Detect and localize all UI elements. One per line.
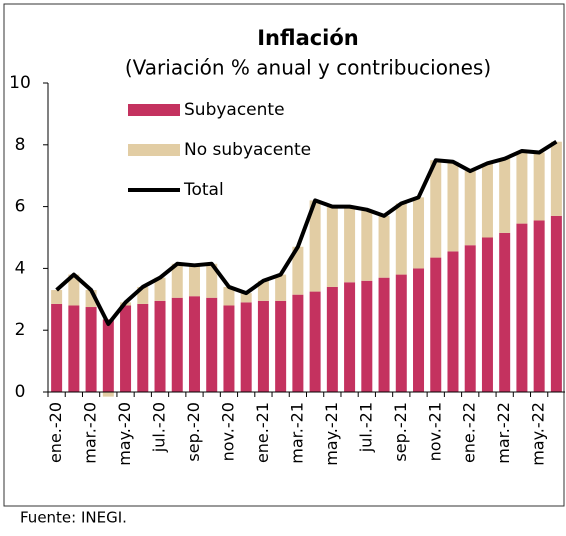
bar [171,297,183,392]
bar [361,280,373,392]
x-tick-label: jul.-21 [356,402,375,453]
bar [223,305,235,392]
bar [102,319,114,392]
legend-label: Subyacente [184,100,285,120]
bar [395,274,407,392]
x-tick-label: ene.-21 [253,402,272,463]
x-tick-label: mar.-21 [287,402,306,464]
bar [137,303,149,392]
y-tick-label: 6 [15,197,26,217]
bar [188,265,200,297]
bar [430,257,442,392]
bar [171,263,183,298]
bar [447,251,459,392]
bar [361,209,373,281]
bar [206,263,218,298]
y-tick-label: 0 [15,382,26,402]
bar [240,293,252,303]
bar [550,141,562,216]
bar [223,286,235,306]
y-tick-label: 2 [15,320,26,340]
bar [188,296,200,392]
bar [51,290,63,304]
bar [464,171,476,246]
bar [120,305,132,392]
y-tick-label: 10 [9,73,31,93]
bar [344,206,356,283]
x-tick-label: may.-22 [529,402,548,466]
bar [481,163,493,238]
x-tick-label: nov.-20 [218,402,237,461]
legend-label: No subyacente [184,140,311,160]
bar [481,237,493,392]
bar [85,307,97,392]
bar [154,277,166,301]
legend-swatch [128,144,180,156]
bar [326,286,338,392]
bar [413,197,425,269]
x-tick-label: ene.-22 [460,402,479,463]
bar [154,300,166,392]
x-tick-label: may.-21 [322,402,341,466]
bar [206,297,218,392]
bar [533,152,545,221]
bar [137,286,149,304]
bar [378,277,390,392]
bar [68,305,80,392]
legend-label: Total [183,180,224,200]
bar [395,203,407,275]
x-tick-label: jul.-20 [150,402,169,453]
bar [533,220,545,392]
bar [516,150,528,224]
bar [378,215,390,278]
bar [464,245,476,392]
bar [292,246,304,295]
bar [257,300,269,392]
bar [326,206,338,287]
bar [292,294,304,392]
frame [3,3,565,507]
bar [102,392,114,397]
x-tick-label: mar.-20 [81,402,100,464]
chart-subtitle: (Variación % anual y contribuciones) [125,56,491,80]
bar [275,300,287,392]
bar [240,302,252,392]
bar [516,223,528,392]
bar [344,282,356,392]
bar [309,291,321,392]
chart-title: Inflación [257,26,359,50]
bar [275,274,287,301]
bar [257,280,269,301]
bar [309,200,321,292]
x-tick-label: ene.-20 [46,402,65,463]
bar [499,232,511,392]
bar [430,160,442,258]
x-tick-label: nov.-21 [425,402,444,461]
bar [499,158,511,233]
x-tick-label: may.-20 [115,402,134,466]
y-tick-label: 8 [15,135,26,155]
x-tick-label: mar.-22 [494,402,513,464]
legend-swatch [128,104,180,116]
bar [85,290,97,308]
bar [447,161,459,252]
y-tick-label: 4 [15,258,26,278]
x-tick-label: sep.-21 [391,402,410,462]
line [55,140,558,327]
bar [68,274,80,306]
bar [550,215,562,392]
source: Fuente: INEGI. [20,509,127,527]
bar [413,268,425,392]
x-tick-label: sep.-20 [184,402,203,462]
bar [51,303,63,392]
